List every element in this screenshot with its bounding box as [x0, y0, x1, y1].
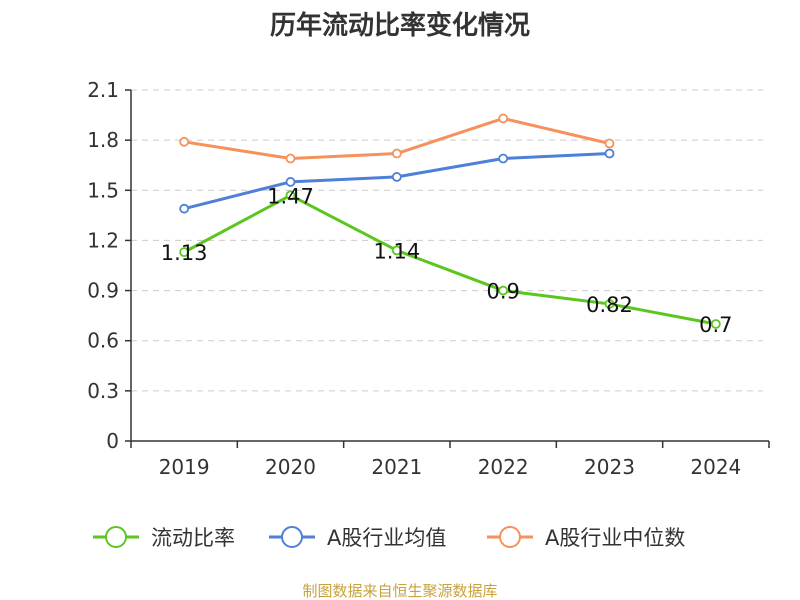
data-point-0-1 — [285, 190, 296, 201]
data-label-4: 0.82 — [586, 293, 633, 317]
legend: 流动比率 A股行业均值 A股行业中位数 — [93, 526, 685, 550]
data-point-2-2 — [391, 148, 402, 159]
source-note: 制图数据来自恒生聚源数据库 — [302, 582, 497, 600]
x-tick-label-4: 2023 — [584, 455, 635, 479]
data-point-1-3 — [498, 153, 509, 164]
data-label-2: 1.14 — [373, 239, 420, 263]
x-tick-label-2: 2021 — [371, 455, 422, 479]
y-tick-label-7: 2.1 — [87, 78, 119, 102]
data-point-1-1 — [285, 177, 296, 187]
y-tick-label-1: 0.3 — [87, 379, 119, 403]
data-point-0-2 — [391, 245, 402, 256]
data-label-0: 1.13 — [161, 241, 208, 265]
legend-label-0: 流动比率 — [151, 526, 235, 550]
x-tick-label-5: 2024 — [690, 455, 741, 479]
legend-label-1: A股行业均值 — [327, 526, 446, 550]
data-label-1: 1.47 — [267, 184, 314, 208]
data-label-3: 0.9 — [486, 280, 519, 304]
y-tick-label-3: 0.9 — [87, 279, 119, 303]
y-tick-label-4: 1.2 — [87, 228, 119, 252]
data-point-0-0 — [179, 247, 190, 258]
y-tick-label-5: 1.5 — [87, 178, 119, 202]
data-point-0-4 — [604, 299, 615, 309]
data-label-5: 0.7 — [699, 313, 732, 337]
legend-marker-0 — [105, 526, 127, 548]
data-point-2-0 — [179, 136, 190, 147]
x-tick-label-3: 2022 — [478, 455, 529, 479]
x-tick-label-1: 2020 — [265, 455, 316, 479]
data-point-1-0 — [179, 203, 190, 214]
y-tick-label-2: 0.6 — [87, 329, 119, 353]
data-point-0-5 — [710, 319, 721, 329]
x-tick-label-0: 2019 — [159, 455, 210, 479]
data-point-2-1 — [285, 153, 296, 164]
grid-lines — [131, 89, 763, 392]
legend-marker-2 — [499, 526, 521, 548]
y-tick-label-6: 1.8 — [87, 128, 119, 152]
data-point-1-4 — [604, 148, 615, 159]
data-point-0-3 — [498, 285, 509, 296]
series-line-0 — [183, 193, 717, 326]
data-point-2-4 — [604, 138, 615, 149]
legend-label-2: A股行业中位数 — [545, 526, 685, 550]
axes: 0 0.3 0.6 0.9 1.2 1.5 1.8 2.1 2019 2020 2021 2022 20… — [87, 78, 770, 479]
y-tick-label-0: 0 — [106, 429, 119, 453]
data-point-2-3 — [498, 113, 509, 124]
chart-title: 历年流动比率变化情况 — [270, 10, 530, 41]
series-lines — [179, 113, 721, 329]
legend-marker-1 — [281, 526, 303, 548]
data-labels: 1.13 1.47 1.14 0.9 0.82 0.7 — [161, 184, 733, 337]
data-point-1-2 — [391, 172, 402, 182]
